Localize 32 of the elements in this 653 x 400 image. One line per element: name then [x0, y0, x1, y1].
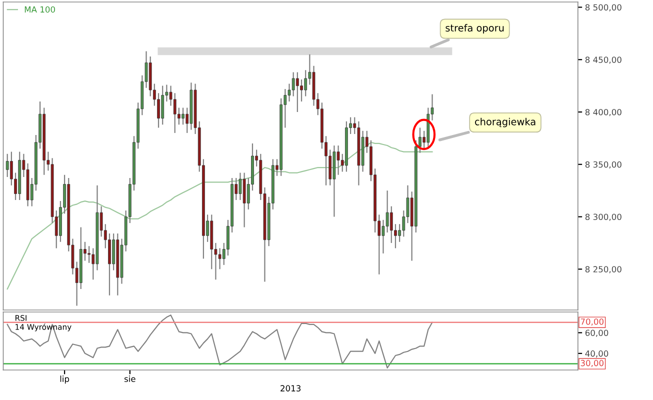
y-tick-label: 8 450,00 [585, 56, 622, 64]
candlestick [296, 72, 299, 113]
y-tick-label: 40,00 [585, 350, 608, 358]
band-label: strefa oporu [446, 24, 504, 34]
legend-label: MA 100 [24, 6, 55, 13]
candlestick [88, 246, 90, 264]
candlestick [300, 78, 303, 102]
candlestick [218, 248, 222, 270]
x-axis-title: 2013 [280, 385, 301, 392]
y-tick-label: 60,00 [585, 330, 608, 337]
x-tick-label: sie [124, 376, 136, 382]
candlestick [182, 107, 184, 126]
y-tick-label: 8 400,00 [585, 108, 622, 116]
candlestick [304, 70, 308, 97]
candlestick [386, 190, 389, 234]
ref-line-label: 70,00 [580, 318, 604, 326]
candlestick [161, 85, 164, 126]
ref-line-label: 30,00 [580, 360, 604, 368]
candlestick [336, 144, 340, 176]
x-tick-label: lip [60, 376, 70, 384]
y-tick-label: 8 500,00 [585, 4, 622, 12]
candlestick [173, 92, 176, 134]
y-tick-label: 8 350,00 [585, 161, 622, 169]
candlestick [292, 72, 295, 97]
y-tick-label: 8 250,00 [585, 266, 622, 274]
y-tick-label: 8 300,00 [585, 214, 622, 221]
candlestick [418, 127, 422, 154]
candlestick [157, 92, 160, 128]
candlestick [238, 172, 242, 201]
candlestick [390, 206, 393, 244]
text: chorągiewka [475, 118, 536, 128]
candlestick [6, 153, 9, 178]
